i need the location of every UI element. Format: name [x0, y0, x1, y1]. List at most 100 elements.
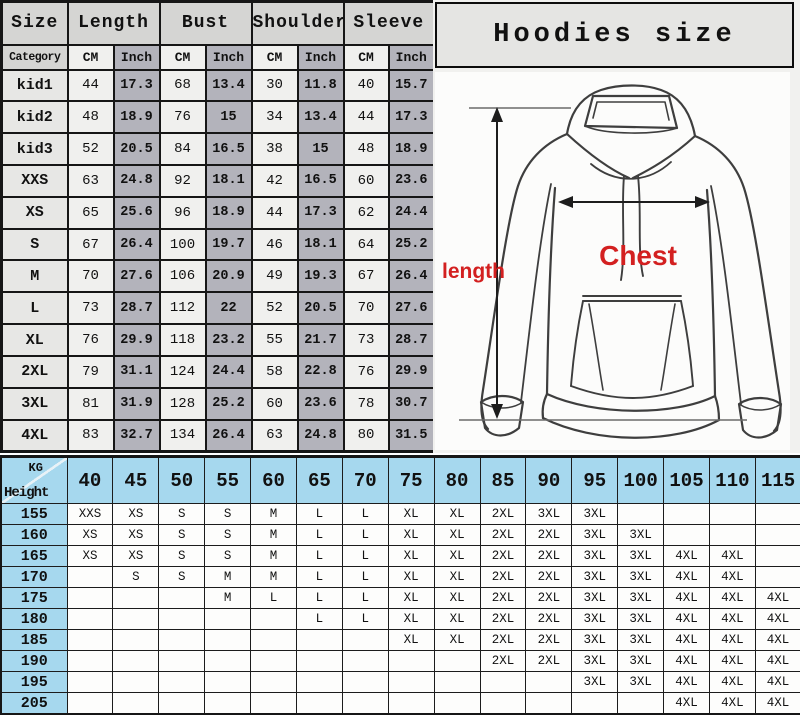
inch-value-cell: 29.9 [387, 354, 436, 389]
weight-header-cell: 60 [250, 456, 297, 504]
recommended-size-cell: 2XL [525, 524, 573, 547]
recommended-size-cell: 3XL [571, 629, 619, 652]
recommended-size-cell: L [341, 502, 389, 526]
cm-value-cell: 124 [158, 354, 207, 389]
cm-value-cell: 46 [250, 227, 299, 262]
cm-value-cell: 60 [250, 386, 299, 421]
cm-value-cell: 63 [250, 418, 299, 453]
recommended-size-cell [112, 629, 160, 652]
inch-value-cell: 11.8 [296, 68, 345, 103]
recommended-size-cell [433, 671, 481, 694]
recommended-size-cell [433, 692, 481, 715]
height-label-cell: 175 [0, 587, 68, 610]
recommended-size-cell: 2XL [479, 524, 527, 547]
cm-value-cell: 81 [66, 386, 115, 421]
recommended-size-cell: 4XL [708, 650, 756, 673]
size-label-cell: M [0, 259, 69, 294]
recommended-size-cell [158, 671, 206, 694]
measurements-table: Size Length Bust Shoulder Sleeve Categor… [0, 0, 437, 453]
matrix-row: 190 2XL 2XL 3XL 3XL 4XL 4XL 4XL [0, 650, 800, 673]
cm-value-cell: 48 [342, 132, 390, 166]
cm-value-cell: 76 [158, 100, 207, 135]
recommended-size-cell [66, 692, 114, 715]
inch-value-cell: 13.4 [296, 100, 345, 135]
recommended-size-cell: 4XL [708, 629, 756, 652]
kg-height-corner-cell: KG Height [0, 456, 68, 504]
inch-value-cell: 13.4 [204, 68, 253, 103]
recommended-size-cell [525, 671, 573, 694]
recommended-size-cell [112, 587, 160, 610]
cm-value-cell: 67 [342, 259, 390, 294]
inch-value-cell: 22 [204, 291, 253, 326]
weight-header-cell: 70 [341, 456, 389, 504]
recommended-size-cell: XL [387, 587, 435, 610]
recommended-size-cell [663, 502, 710, 526]
inch-value-cell: 17.3 [296, 195, 345, 230]
recommended-size-cell: 2XL [525, 650, 573, 673]
recommended-size-cell: 4XL [663, 671, 710, 694]
cm-value-cell: 80 [342, 418, 390, 453]
recommended-size-cell: L [341, 587, 389, 610]
cm-unit-header: CM [66, 43, 115, 71]
recommended-size-cell: L [250, 587, 297, 610]
inch-value-cell: 18.1 [204, 163, 253, 198]
recommended-size-cell: 3XL [571, 587, 619, 610]
cm-value-cell: 68 [158, 68, 207, 103]
cm-value-cell: 100 [158, 227, 207, 262]
recommended-size-cell: 3XL [617, 671, 665, 694]
cm-value-cell: 44 [66, 68, 115, 103]
cm-value-cell: 70 [342, 291, 390, 326]
height-weight-matrix-section: KG Height 40 45 50 55 60 65 70 75 80 85 90 95 100 105… [0, 455, 800, 715]
category-header: Category [0, 43, 69, 71]
recommended-size-cell: 4XL [663, 608, 710, 631]
cm-value-cell: 83 [66, 418, 115, 453]
size-label-cell: XL [0, 323, 69, 357]
recommended-size-cell [204, 629, 252, 652]
recommended-size-cell [66, 566, 114, 589]
recommended-size-cell: 4XL [708, 692, 756, 715]
recommended-size-cell: 4XL [663, 650, 710, 673]
height-label-cell: 160 [0, 524, 68, 547]
recommended-size-cell [754, 566, 800, 589]
recommended-size-cell: XL [433, 545, 481, 568]
recommended-size-cell: XL [433, 524, 481, 547]
cm-value-cell: 112 [158, 291, 207, 326]
recommended-size-cell: S [158, 545, 206, 568]
length-arrow [459, 107, 747, 421]
recommended-size-cell [112, 692, 160, 715]
recommended-size-cell [250, 650, 297, 673]
recommended-size-cell: S [204, 524, 252, 547]
recommended-size-cell [112, 650, 160, 673]
recommended-size-cell [204, 692, 252, 715]
inch-value-cell: 20.9 [204, 259, 253, 294]
recommended-size-cell [754, 524, 800, 547]
cm-value-cell: 49 [250, 259, 299, 294]
recommended-size-cell: 3XL [617, 608, 665, 631]
recommended-size-cell [387, 692, 435, 715]
recommended-size-cell: XL [387, 629, 435, 652]
size-label-cell: S [0, 227, 69, 262]
cm-unit-header: CM [250, 43, 299, 71]
height-label-cell: 180 [0, 608, 68, 631]
hoodie-illustration: length Chest [435, 72, 790, 450]
matrix-table-body: 155 XXS XS S S M L L XL XL 2XL 3XL 3XL 160 XS XS S S M L L XL… [0, 502, 800, 715]
recommended-size-cell: 3XL [571, 650, 619, 673]
inch-value-cell: 15.7 [387, 68, 436, 103]
cm-value-cell: 55 [250, 323, 299, 357]
inch-value-cell: 30.7 [387, 386, 436, 421]
cm-value-cell: 106 [158, 259, 207, 294]
bust-group-header: Bust [158, 0, 253, 46]
recommended-size-cell: S [158, 524, 206, 547]
inch-value-cell: 20.5 [296, 291, 345, 326]
matrix-row: 205 4XL 4XL 4XL [0, 692, 800, 715]
inch-value-cell: 25.2 [387, 227, 436, 262]
recommended-size-cell: S [204, 545, 252, 568]
size-label-cell: 2XL [0, 354, 69, 389]
inch-value-cell: 25.2 [204, 386, 253, 421]
recommended-size-cell [250, 608, 297, 631]
recommended-size-cell [341, 650, 389, 673]
inch-value-cell: 31.1 [112, 354, 161, 389]
weight-header-cell: 90 [525, 456, 573, 504]
recommended-size-cell: XL [433, 608, 481, 631]
matrix-header-row: KG Height 40 45 50 55 60 65 70 75 80 85 90 95 100 105… [0, 456, 800, 504]
